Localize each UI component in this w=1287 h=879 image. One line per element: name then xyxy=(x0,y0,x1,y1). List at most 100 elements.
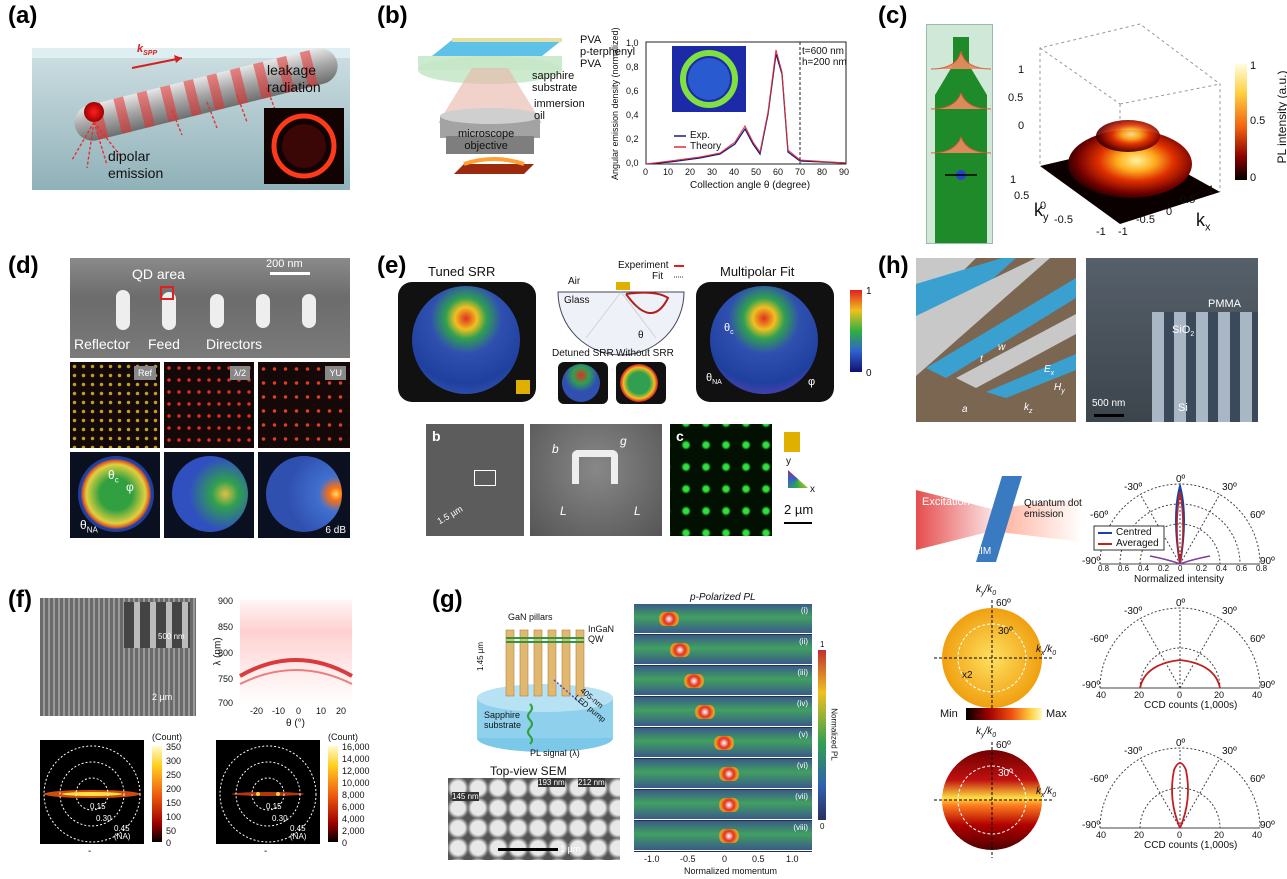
kxtick: 0 xyxy=(1166,206,1173,218)
panel-e-colorbar xyxy=(850,290,862,372)
k-spp-sub: SPP xyxy=(143,50,158,58)
L2-dim: L xyxy=(634,504,641,518)
ky-k0-label-2: ky/k0 xyxy=(976,726,996,739)
back-focal-row: 6 dB θc φ θNA xyxy=(70,452,350,538)
pillar-array-sem: 500 nm 2 µm xyxy=(40,598,196,716)
ytick: 0,2 xyxy=(626,134,639,144)
polar-normalized: Centred Averaged 0º -30º 30º -60º 60º -9… xyxy=(1082,474,1275,586)
pl-row-label: (iv) xyxy=(796,699,808,708)
polar-angle: 60º xyxy=(1250,634,1265,645)
pl-peak xyxy=(719,797,740,812)
microscope-schematic xyxy=(418,38,562,174)
cb2-tick: 0 xyxy=(342,838,348,848)
g-xlabel: Normalized momentum xyxy=(684,866,778,876)
polar1-tick: 0 xyxy=(1178,564,1183,573)
sio2-sub: 2 xyxy=(1190,331,1195,339)
polar1-tick: 0.4 xyxy=(1216,564,1228,573)
pl-row: (viii) xyxy=(634,821,812,851)
cb1-tick: 200 xyxy=(166,784,182,794)
polar1-ticks: 0.8 0.6 0.4 0.2 0 0.2 0.4 0.6 0.8 xyxy=(1092,564,1272,576)
pmma-label: PMMA xyxy=(1208,298,1241,310)
gan-pillar-schematic: GaN pillars InGaN QW 1.45 µm Sapphire su… xyxy=(470,608,620,758)
sio2-text: SiO xyxy=(1172,324,1191,336)
without-label: Without SRR xyxy=(616,348,674,359)
zim-grating-schematic: a t w Ex Hy kz xyxy=(916,258,1076,422)
panel-c-3d-plot: 1 0.5 0 1 0.5 0 -0.5 -1 -1 -0.5 0 0.5 1 … xyxy=(1000,23,1230,238)
polar-angle: -30º xyxy=(1124,606,1143,617)
pl-peak xyxy=(719,766,740,781)
sio2-label: SiO2 xyxy=(1172,324,1194,338)
pl-peak xyxy=(669,642,690,657)
dim-193nm: 193 nm xyxy=(538,778,565,787)
theta-c-sub: c xyxy=(114,475,119,485)
k0-h-sub: 0 xyxy=(1052,650,1057,657)
scale-2um-f: 2 µm xyxy=(152,692,173,702)
ky-axis-label: ky xyxy=(1034,200,1049,224)
tuned-srr-bfp xyxy=(398,282,536,402)
k0-h-sub: 0 xyxy=(992,732,997,739)
polar-angle: 0º xyxy=(1176,598,1186,609)
pl-row: (iv) xyxy=(634,697,812,727)
pl-peak xyxy=(719,828,740,843)
topview-label: Top-view SEM xyxy=(490,764,567,778)
without-srr-bfp xyxy=(616,362,666,404)
axis-x-e: x xyxy=(810,484,815,495)
sub-b-label: b xyxy=(432,428,441,444)
polar-ccd-2: 0º -30º 30º -60º 60º -90º 90º 40 20 0 20… xyxy=(1082,738,1275,851)
ky-k0-label-1: ky/k0 xyxy=(976,584,996,597)
ztick: 1 xyxy=(1018,64,1025,76)
zim-sem: PMMA SiO2 Si 500 nm xyxy=(1086,258,1258,422)
xtick: 60 xyxy=(773,167,784,177)
na-ring-0-30: 0.30 xyxy=(96,814,112,823)
fluorescence-row: Ref λ/2 YU xyxy=(70,362,350,448)
kxtick: 1 xyxy=(1208,184,1215,196)
ccd-tick: 0 xyxy=(1177,830,1183,840)
f-ytick: 700 xyxy=(218,698,234,708)
hy-label: Hy xyxy=(1054,382,1065,395)
fluorescence-ref: Ref xyxy=(70,362,160,448)
director-rod xyxy=(210,294,224,328)
k0-h-sub: 0 xyxy=(992,590,997,597)
scale-500nm-f: 500 nm xyxy=(158,632,185,641)
polar-angle: -60º xyxy=(1090,774,1109,785)
panel-c-label: (c) xyxy=(878,2,908,29)
srr-array-sem: b 1.5 µm xyxy=(426,424,524,536)
ztick: 0.5 xyxy=(1008,92,1024,104)
count-label-1: (Count) xyxy=(152,732,183,742)
ccd-tick: 40 xyxy=(1252,690,1263,700)
panel-a-label: (a) xyxy=(8,2,38,29)
height-label: 1.45 µm xyxy=(476,641,486,672)
qd-area-box xyxy=(160,286,174,300)
ytick: 0,0 xyxy=(626,158,639,168)
g-dim: g xyxy=(620,434,627,448)
polar-angle: 60º xyxy=(1250,510,1265,521)
panel-h-label: (h) xyxy=(878,252,909,279)
legend-theory: Theory xyxy=(690,141,722,152)
qd-area-label: QD area xyxy=(132,266,185,282)
ytick: 0,4 xyxy=(626,110,639,120)
kx-h-sub: x xyxy=(1041,792,1045,799)
k0-h: /k xyxy=(1044,644,1053,655)
polar1-tick: 0.2 xyxy=(1158,564,1170,573)
theta-na-e-text: θ xyxy=(706,372,713,384)
xtick: 10 xyxy=(663,167,674,177)
theta-c-text: θ xyxy=(108,468,115,482)
ccd-tick: 40 xyxy=(1096,690,1107,700)
pl-row-label: (iii) xyxy=(797,668,808,677)
dim-145nm: 145 nm xyxy=(452,792,479,801)
pl-row-label: (i) xyxy=(800,606,808,615)
dispersion-bands xyxy=(239,658,353,685)
ky-h: k xyxy=(976,726,981,737)
kytick: 0.5 xyxy=(1014,190,1030,202)
bfp-yu: 6 dB xyxy=(258,452,350,538)
g-colorbar xyxy=(818,650,826,820)
legend-exp: Exp. xyxy=(690,130,711,141)
pl-row: (ii) xyxy=(634,635,812,665)
pl-row-label: (v) xyxy=(798,730,808,739)
cbar-tick: 1 xyxy=(1250,60,1257,72)
polar-angle: 90º xyxy=(1260,680,1275,691)
kytick: 1 xyxy=(1010,174,1017,186)
f-xtick: 10 xyxy=(316,706,327,716)
cbar-tick: 0.5 xyxy=(1250,115,1266,127)
tapered-waveguide xyxy=(930,37,992,243)
